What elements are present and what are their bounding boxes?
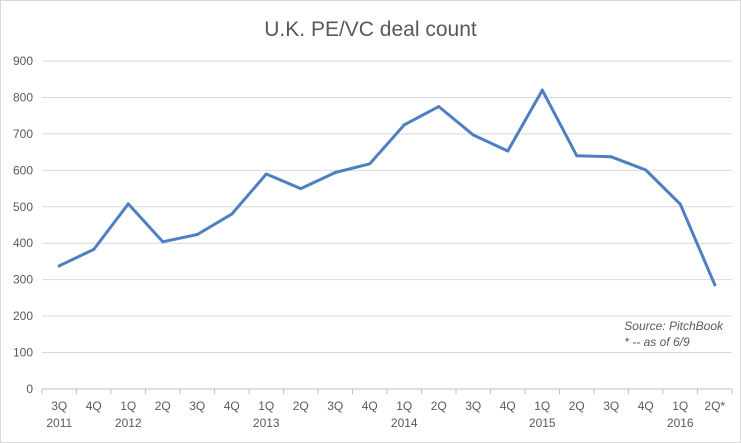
source-annotation: Source: PitchBook * -- as of 6/9 — [624, 318, 723, 350]
data-point — [471, 133, 475, 137]
y-tick-label: 200 — [13, 309, 33, 323]
chart-title: U.K. PE/VC deal count — [264, 18, 477, 41]
data-point — [575, 154, 579, 158]
data-point — [57, 264, 61, 268]
x-tick-label: 1Q — [258, 399, 274, 413]
y-tick-label: 800 — [13, 90, 33, 104]
data-point — [230, 212, 234, 216]
data-point — [540, 88, 544, 92]
x-tick-label: 2Q — [569, 399, 585, 413]
y-tick-label: 0 — [26, 382, 33, 396]
x-tick-label: 4Q — [500, 399, 516, 413]
x-tick-label: 2Q — [431, 399, 447, 413]
x-year-label: 2011 — [46, 416, 72, 430]
x-tick-label: 3Q — [465, 399, 481, 413]
data-point — [678, 202, 682, 206]
footnote-line: * -- as of 6/9 — [624, 335, 690, 349]
x-tick-label: 2Q — [293, 399, 309, 413]
x-tick-label: 1Q — [534, 399, 550, 413]
y-tick-label: 700 — [13, 127, 33, 141]
x-tick-label: 2Q* — [704, 399, 725, 413]
y-tick-label: 300 — [13, 273, 33, 287]
x-tick-label: 4Q — [224, 399, 240, 413]
data-point — [506, 149, 510, 153]
gridlines — [42, 60, 732, 354]
x-tick-label: 3Q — [189, 399, 205, 413]
series-line — [57, 88, 717, 287]
x-year-label: 2012 — [115, 416, 142, 430]
data-point — [333, 171, 337, 175]
source-line: Source: PitchBook — [624, 319, 723, 333]
data-point — [713, 283, 717, 287]
x-year-label: 2014 — [391, 416, 418, 430]
data-point — [437, 105, 441, 109]
x-tick-label: 4Q — [362, 399, 378, 413]
x-tick-label: 4Q — [86, 399, 102, 413]
x-tick-label: 1Q — [672, 399, 688, 413]
x-year-label: 2016 — [667, 416, 694, 430]
y-tick-label: 600 — [13, 163, 33, 177]
data-point — [368, 162, 372, 166]
data-point — [402, 123, 406, 127]
data-point — [92, 247, 96, 251]
data-point — [299, 187, 303, 191]
x-year-label: 2015 — [529, 416, 556, 430]
x-tick-label: 4Q — [638, 399, 654, 413]
x-tick-label: 1Q — [120, 399, 136, 413]
y-tick-label: 500 — [13, 200, 33, 214]
data-point — [609, 155, 613, 159]
x-tick-label: 1Q — [396, 399, 412, 413]
data-point — [126, 202, 130, 206]
data-point — [644, 168, 648, 172]
axes — [41, 388, 733, 394]
y-tick-label: 900 — [13, 54, 33, 68]
x-year-label: 2013 — [253, 416, 280, 430]
tick-labels: 0 100 200 300 400 500 600 700 800 900 3Q 2011 4Q 1Q 20… — [13, 54, 725, 430]
y-tick-label: 400 — [13, 236, 33, 250]
y-tick-label: 100 — [13, 346, 33, 360]
data-point — [161, 240, 165, 244]
data-point — [195, 232, 199, 236]
series-layer — [57, 88, 717, 287]
data-point — [264, 172, 268, 176]
x-tick-label: 2Q — [155, 399, 171, 413]
x-tick-label: 3Q — [603, 399, 619, 413]
x-tick-label: 3Q — [51, 399, 67, 413]
x-tick-label: 3Q — [327, 399, 343, 413]
